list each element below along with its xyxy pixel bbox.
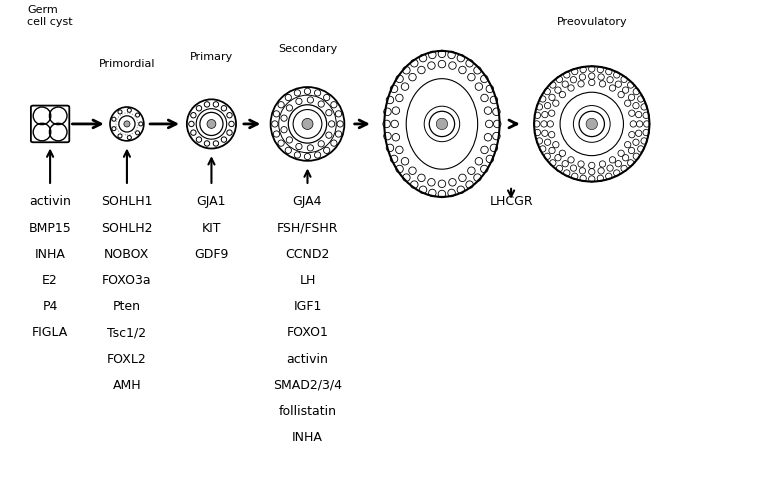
Text: Secondary: Secondary — [278, 44, 337, 54]
Ellipse shape — [187, 99, 236, 149]
Ellipse shape — [124, 121, 130, 127]
Text: LHCGR: LHCGR — [489, 195, 533, 208]
Text: FIGLA: FIGLA — [32, 327, 68, 339]
Text: Primordial: Primordial — [99, 59, 155, 69]
Ellipse shape — [302, 119, 313, 129]
Text: INHA: INHA — [292, 431, 323, 444]
Text: Tsc1/2: Tsc1/2 — [107, 327, 147, 339]
Ellipse shape — [436, 118, 448, 130]
Text: LH: LH — [299, 274, 316, 287]
Text: Preovulatory: Preovulatory — [557, 17, 627, 27]
Text: IGF1: IGF1 — [293, 300, 321, 313]
Text: INHA: INHA — [34, 248, 66, 261]
Text: E2: E2 — [42, 274, 58, 287]
Text: KIT: KIT — [201, 222, 221, 235]
Text: FSH/FSHR: FSH/FSHR — [277, 222, 338, 235]
Text: activin: activin — [286, 352, 328, 365]
Text: CCND2: CCND2 — [285, 248, 330, 261]
Text: GJA4: GJA4 — [292, 195, 322, 208]
Text: GJA1: GJA1 — [197, 195, 227, 208]
Text: FOXL2: FOXL2 — [107, 352, 147, 365]
Text: FOXO3a: FOXO3a — [102, 274, 152, 287]
Ellipse shape — [406, 79, 477, 169]
Ellipse shape — [560, 92, 623, 156]
Text: FOXO1: FOXO1 — [286, 327, 328, 339]
Text: BMP15: BMP15 — [29, 222, 71, 235]
Ellipse shape — [270, 87, 344, 161]
Text: SMAD2/3/4: SMAD2/3/4 — [273, 379, 342, 392]
Ellipse shape — [534, 66, 649, 182]
Text: AMH: AMH — [113, 379, 141, 392]
Text: NOBOX: NOBOX — [104, 248, 150, 261]
Text: activin: activin — [29, 195, 71, 208]
Text: Pten: Pten — [113, 300, 141, 313]
Text: SOHLH2: SOHLH2 — [101, 222, 153, 235]
Text: Primary: Primary — [190, 52, 233, 62]
Text: Germ
cell cyst: Germ cell cyst — [27, 5, 73, 27]
Text: SOHLH1: SOHLH1 — [101, 195, 153, 208]
Ellipse shape — [207, 120, 216, 128]
Text: GDF9: GDF9 — [194, 248, 229, 261]
Ellipse shape — [110, 107, 143, 141]
Ellipse shape — [586, 118, 597, 130]
Text: P4: P4 — [42, 300, 58, 313]
Ellipse shape — [384, 51, 499, 197]
Text: follistatin: follistatin — [278, 405, 336, 418]
